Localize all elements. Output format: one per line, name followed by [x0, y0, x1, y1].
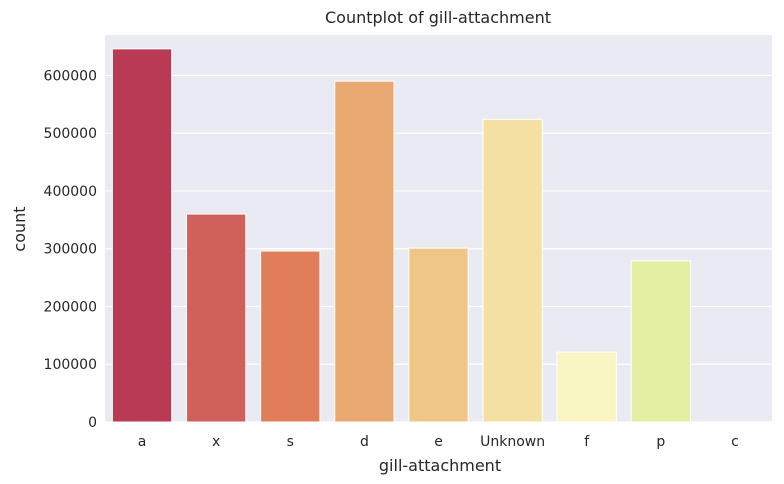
chart-title: Countplot of gill-attachment	[325, 8, 551, 27]
bar-f	[556, 351, 617, 423]
y-axis-label: count	[10, 206, 29, 251]
bar-p	[630, 260, 691, 423]
y-tick-label: 300000	[44, 242, 97, 258]
y-tick-label: 500000	[44, 126, 97, 142]
y-tick-label: 600000	[44, 68, 97, 84]
bars	[111, 48, 691, 423]
x-tick-label: Unknown	[480, 434, 545, 450]
x-tick-label: d	[360, 434, 369, 450]
y-tick-label: 100000	[44, 357, 97, 373]
x-tick-label: x	[212, 434, 220, 450]
bar-d	[334, 80, 395, 423]
bar-x	[186, 213, 247, 423]
y-tick-label: 200000	[44, 299, 97, 315]
y-tick-label: 400000	[44, 184, 97, 200]
y-tick-labels: 0 100000 200000 300000 400000 500000 600000	[44, 68, 97, 431]
bar-e	[408, 247, 469, 423]
x-tick-label: c	[731, 434, 739, 450]
x-tick-label: f	[584, 434, 590, 450]
x-tick-label: e	[434, 434, 443, 450]
bar-s	[260, 250, 321, 423]
y-tick-label: 0	[88, 415, 97, 431]
x-tick-label: s	[287, 434, 294, 450]
x-axis-label: gill-attachment	[379, 456, 501, 475]
x-tick-label: p	[656, 434, 665, 450]
x-tick-labels: a x s d e Unknown f p c	[138, 434, 739, 450]
bar-unknown	[482, 118, 543, 423]
bar-a	[111, 48, 173, 423]
x-tick-label: a	[138, 434, 147, 450]
